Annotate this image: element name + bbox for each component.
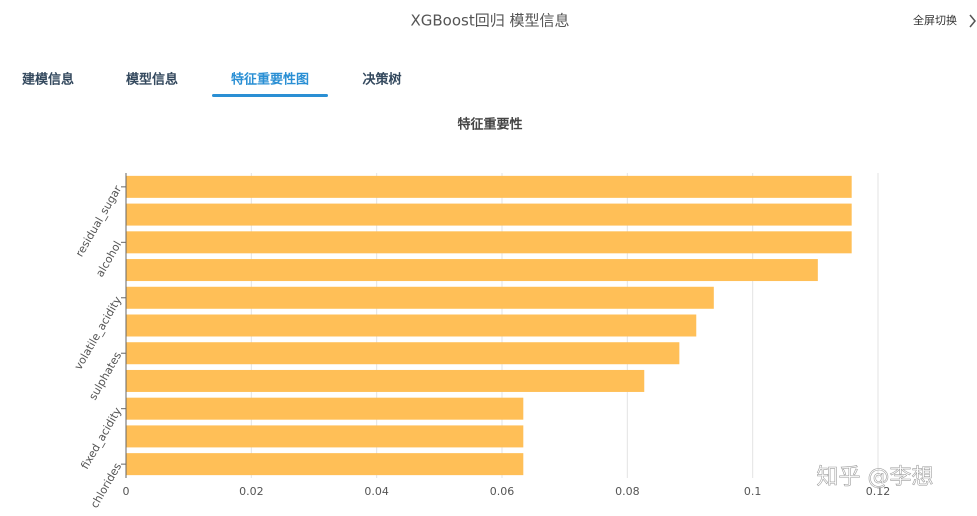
fullscreen-toggle[interactable]: 全屏切换 — [913, 13, 957, 27]
bar — [126, 175, 852, 198]
x-tick-label: 0.04 — [364, 485, 389, 498]
bar — [126, 231, 852, 254]
tabs: 建模信息 模型信息 特征重要性图 决策树 — [22, 72, 402, 97]
bar — [126, 453, 524, 476]
x-tick-label: 0.12 — [866, 485, 891, 498]
bar — [126, 342, 680, 365]
y-tick-label: sulphates — [86, 349, 124, 402]
bar — [126, 259, 818, 282]
x-tick-label: 0.08 — [615, 485, 640, 498]
y-tick-label: alcohol — [93, 239, 124, 280]
tab-underline — [212, 94, 328, 97]
chevron-icon — [969, 14, 976, 28]
tab[interactable]: 模型信息 — [126, 72, 178, 88]
chart-title: 特征重要性 — [457, 117, 522, 133]
x-tick-label: 0.1 — [744, 485, 762, 498]
chart: 0 0.02 0.04 0.06 0.08 0.1 0.12residual_sugaral… — [72, 173, 891, 510]
tab[interactable]: 特征重要性图 — [231, 72, 309, 88]
watermark: 知乎 @李想 — [817, 465, 934, 490]
bar — [126, 203, 852, 226]
bar — [126, 369, 645, 392]
x-tick-label: 0.02 — [239, 485, 264, 498]
tab[interactable]: 建模信息 — [22, 72, 74, 88]
page-title: XGBoost回归 模型信息 — [410, 12, 569, 30]
x-tick-label: 0.06 — [490, 485, 515, 498]
tab[interactable]: 决策树 — [362, 72, 401, 88]
bar — [126, 425, 524, 448]
y-tick-label: fixed_acidity — [78, 405, 124, 472]
x-tick-label: 0 — [123, 485, 130, 498]
y-tick-label: chlorides — [88, 460, 124, 510]
bar — [126, 397, 524, 420]
bar — [126, 314, 697, 337]
bar — [126, 286, 714, 309]
